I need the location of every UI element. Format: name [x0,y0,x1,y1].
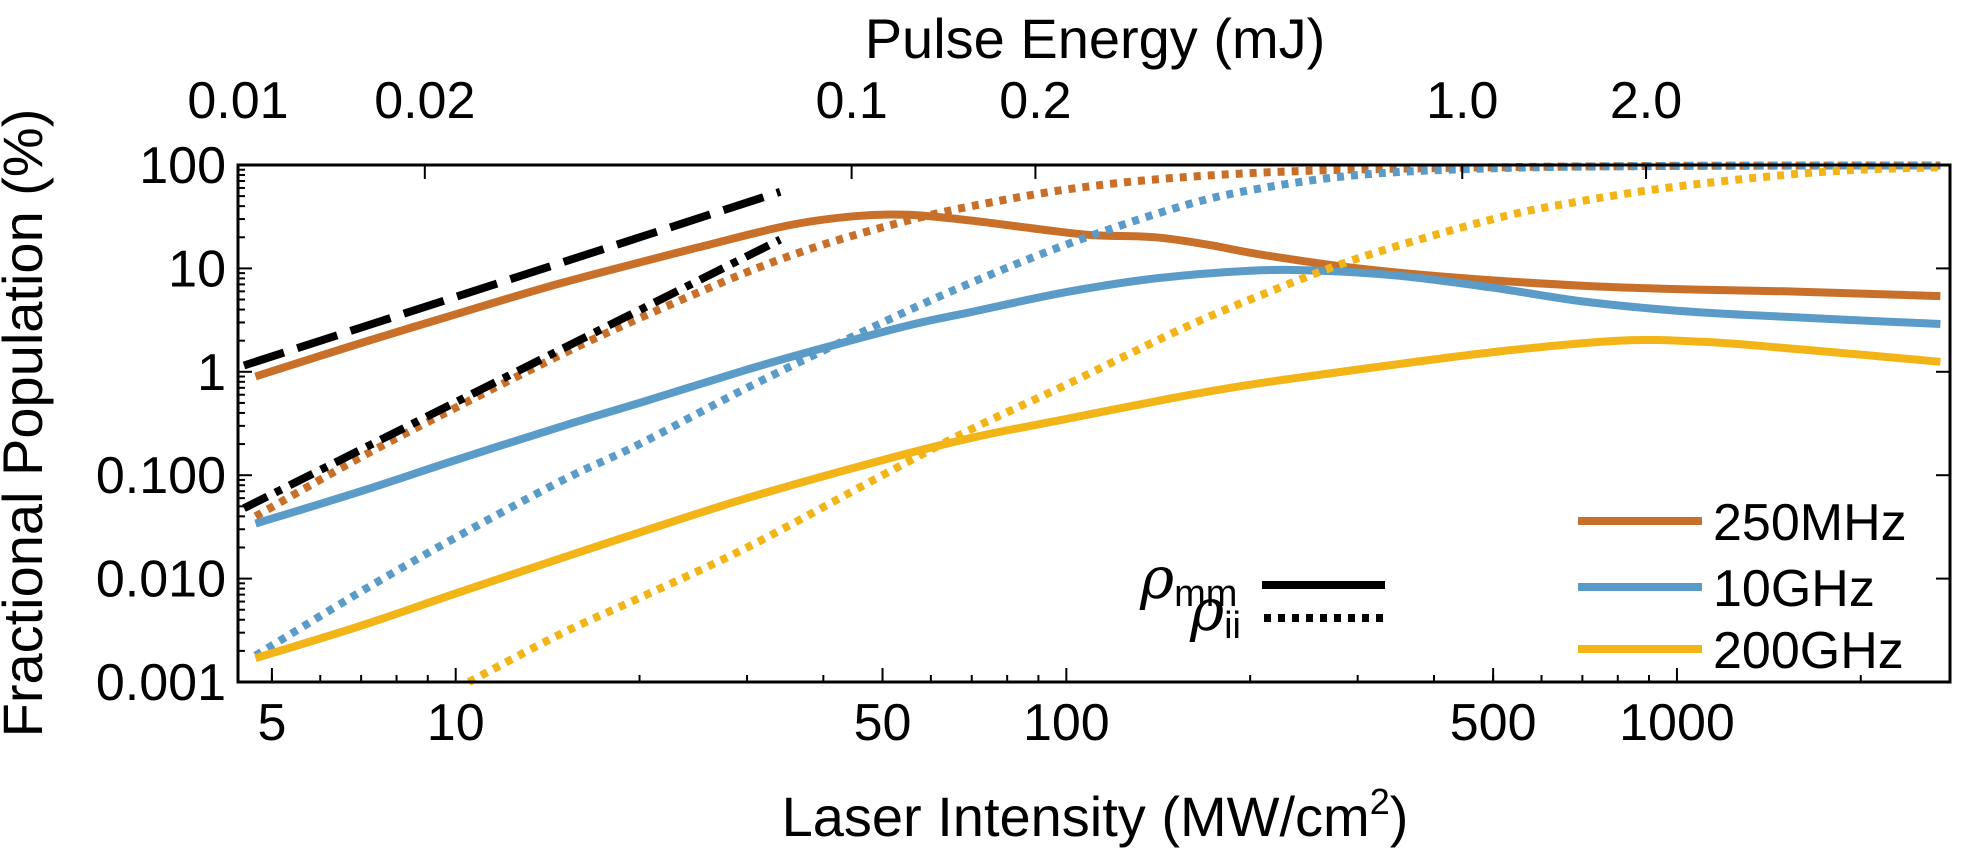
bottom-axis-title-superscript: 2 [1370,781,1390,822]
bottom-axis-title-close: ) [1390,785,1409,848]
x2-tick-label-1.0: 1.0 [1426,72,1498,130]
top-axis-title: Pulse Energy (mJ) [865,7,1326,70]
y-tick-label-1: 1 [197,344,226,402]
x-tick-label-50: 50 [854,694,912,752]
series-200ghz-rho-mm-solid [254,335,1941,663]
series-10ghz-rho-mm-solid [254,265,1941,528]
series-250mhz-rho-ii-dotted [253,161,1941,520]
x-tick-label-1000: 1000 [1619,694,1735,752]
style-key-label-mm: ρmm [1139,544,1237,615]
y-tick-label-10: 10 [168,240,226,298]
x2-tick-label-0.02: 0.02 [374,72,475,130]
x-tick-label-5: 5 [257,694,286,752]
y-axis-title: Fractional Population (%) [0,109,54,738]
plot-frame [236,163,1952,684]
x2-tick-label-0.2: 0.2 [999,72,1071,130]
legend-label-250mhz: 250MHz [1713,494,1907,552]
y-tick-label-0.010: 0.010 [96,551,226,609]
legend: 250MHz 10GHz 200GHz [1578,494,1907,680]
y-tick-label-0.001: 0.001 [96,654,226,712]
legend-label-200ghz: 200GHz [1713,622,1904,680]
y-tick-label-100: 100 [139,137,226,195]
style-key-sub-ii: ii [1224,605,1241,647]
x2-tick-label-0.01: 0.01 [187,72,288,130]
y-tick-label-0.100: 0.100 [96,447,226,505]
bottom-axis-title: Laser Intensity (MW/cm2) [782,781,1409,848]
x-tick-label-100: 100 [1023,694,1110,752]
style-key: ρmm ρii [1139,544,1385,647]
series-guide-ii-rho-ii-dashdot [242,236,782,512]
x2-tick-label-0.1: 0.1 [815,72,887,130]
style-key-rho-mm: ρ [1139,544,1174,612]
series-guide-mm-rho-mm-dashed [242,187,782,370]
style-key-label-ii: ρii [1189,576,1241,647]
style-key-rho-ii: ρ [1189,576,1224,644]
legend-label-10ghz: 10GHz [1713,560,1875,618]
series-200ghz-rho-ii-dotted [466,163,1941,686]
series-layer [242,161,1941,686]
bottom-axis-title-main: Laser Intensity (MW/cm [782,785,1370,848]
x2-tick-label-2.0: 2.0 [1610,72,1682,130]
x-tick-label-10: 10 [427,694,485,752]
x-tick-label-500: 500 [1450,694,1537,752]
style-key-sub-mm: mm [1174,573,1237,615]
series-250mhz-rho-mm-solid [254,210,1941,381]
